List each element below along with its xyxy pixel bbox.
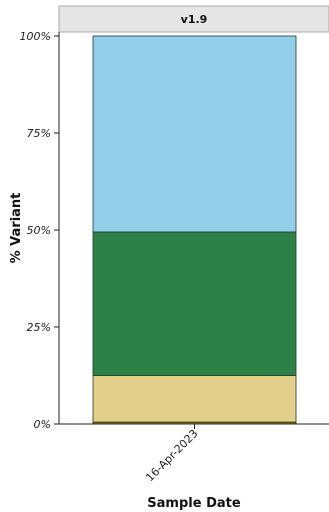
y-axis-ticks: 0% 25% 50% 75% 100% (20, 30, 59, 431)
y-axis-title: % Variant (9, 193, 24, 264)
y-tick-label: 25% (27, 321, 51, 334)
x-tick-label: 16-Apr-2023 (143, 427, 200, 484)
facet-strip (58, 5, 329, 33)
y-tick-label: 75% (27, 127, 51, 140)
y-tick-label: 0% (34, 418, 51, 431)
y-tick-label: 100% (20, 30, 51, 43)
facet-label: v1.9 (181, 13, 208, 26)
x-axis-title: Sample Date (147, 496, 241, 511)
bar-segment-2 (92, 231, 297, 376)
y-tick-label: 50% (27, 224, 51, 237)
bar-segment-3 (92, 35, 297, 233)
bars-group (92, 35, 297, 425)
x-axis-ticks: 16-Apr-2023 (143, 424, 201, 484)
bar-segment-1 (92, 375, 297, 423)
